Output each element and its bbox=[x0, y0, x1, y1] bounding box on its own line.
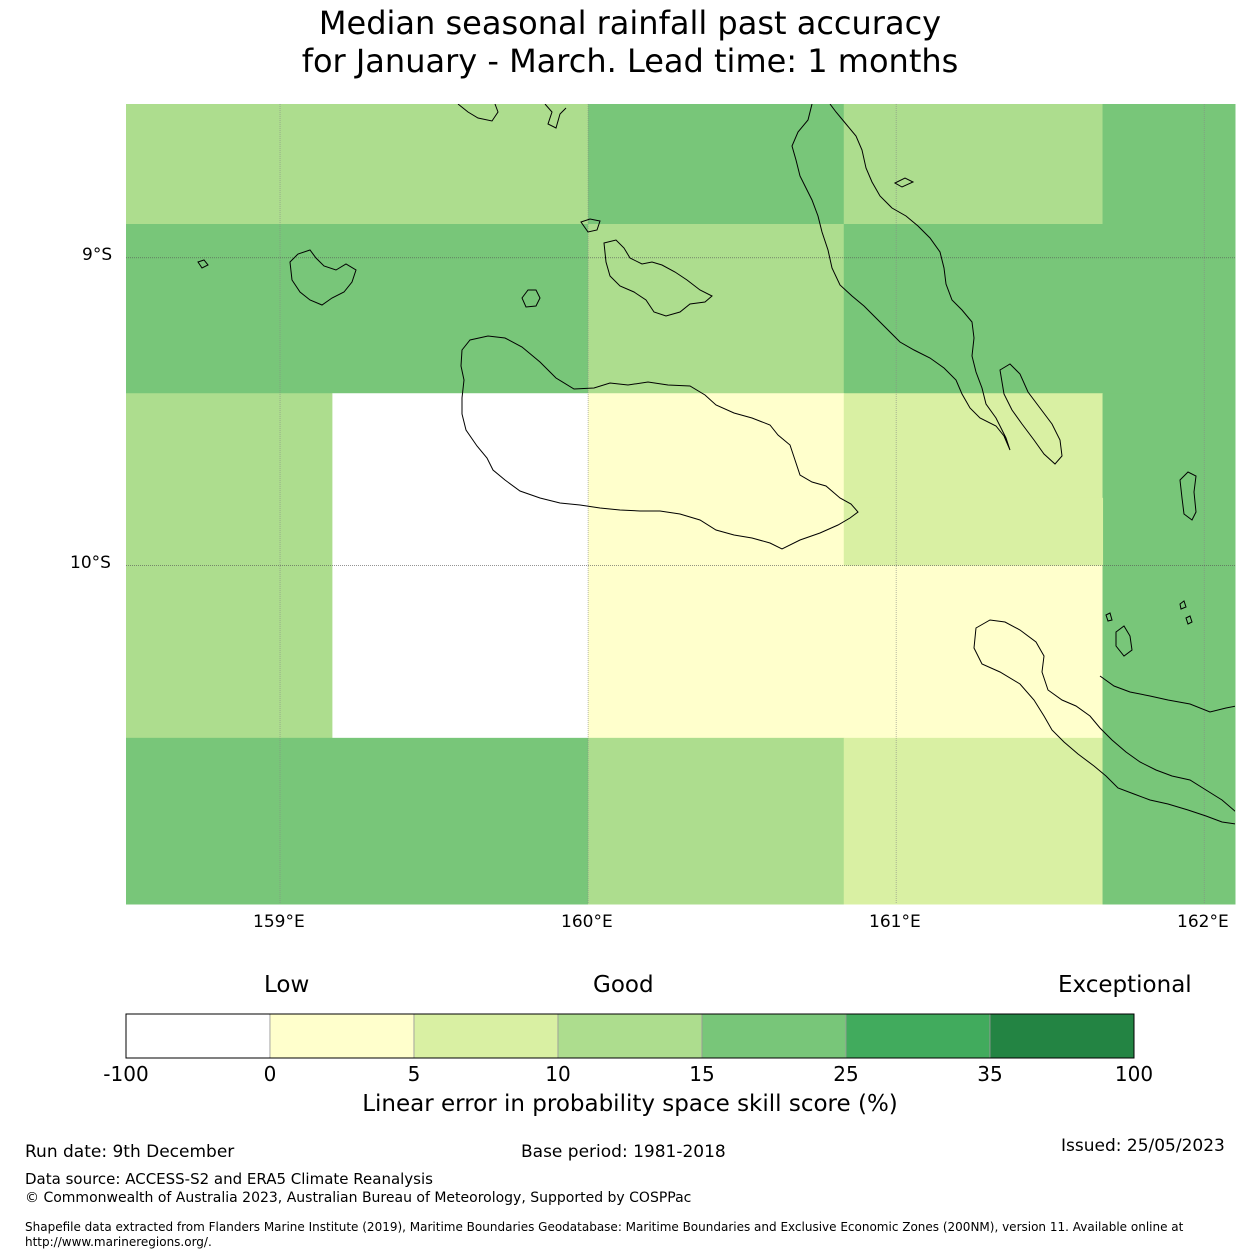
grid-cell bbox=[126, 565, 333, 739]
grid-cell bbox=[1102, 393, 1236, 567]
grid-cell bbox=[588, 393, 845, 567]
issued-date: Issued: 25/05/2023 bbox=[1061, 1136, 1225, 1156]
colorbar-tick: 35 bbox=[977, 1062, 1003, 1086]
coastlines bbox=[197, 104, 1235, 825]
colorbar-segment bbox=[125, 1013, 271, 1059]
grid-cell bbox=[588, 224, 845, 394]
colorbar-segment bbox=[701, 1013, 847, 1059]
colorbar-segment bbox=[413, 1013, 559, 1059]
coastline-russell-islands bbox=[289, 249, 357, 306]
coastline-small-north bbox=[544, 104, 567, 129]
colorbar-tick: 25 bbox=[833, 1062, 859, 1086]
coastline-small-malaita-2 bbox=[999, 363, 1063, 465]
coastline-small-east-4 bbox=[1105, 612, 1113, 622]
grid-cell bbox=[126, 104, 589, 225]
grid-cell bbox=[126, 737, 589, 905]
coastline-ulawa bbox=[1179, 471, 1197, 521]
lat-label-10s: 10°S bbox=[70, 553, 111, 573]
grid-cell bbox=[332, 565, 589, 739]
lon-label-162e: 162°E bbox=[1177, 912, 1229, 932]
colorbar-tick: 5 bbox=[407, 1062, 421, 1086]
grid-cell bbox=[843, 104, 1104, 225]
colorbar-header-good: Good bbox=[593, 972, 654, 998]
base-period: Base period: 1981-2018 bbox=[521, 1142, 726, 1162]
colorbar-tick: 15 bbox=[689, 1062, 715, 1086]
coastline-small-east-2 bbox=[1179, 600, 1187, 610]
grid-cell bbox=[588, 737, 845, 905]
colorbar bbox=[125, 1013, 1135, 1059]
grid-cell bbox=[1102, 737, 1236, 905]
colorbar-header-exceptional: Exceptional bbox=[1058, 972, 1192, 998]
grid-cell bbox=[843, 497, 1104, 567]
grid-cell bbox=[588, 104, 845, 225]
lon-label-160e: 160°E bbox=[561, 912, 613, 932]
title-line-2: for January - March. Lead time: 1 months bbox=[301, 42, 959, 80]
coastline-santa-isabel bbox=[457, 104, 499, 122]
coastline-florida-islands bbox=[603, 239, 713, 317]
colorbar-label: Linear error in probability space skill … bbox=[362, 1091, 898, 1117]
coastline-small-island-1 bbox=[197, 259, 209, 269]
grid-cell bbox=[126, 224, 589, 394]
grid-cell bbox=[843, 224, 1236, 394]
coastline-small-island-2 bbox=[580, 218, 601, 233]
colorbar-tick: 10 bbox=[545, 1062, 571, 1086]
chart-title: Median seasonal rainfall past accuracy f… bbox=[0, 4, 1260, 80]
colorbar-segment bbox=[989, 1013, 1135, 1059]
coastline-savo bbox=[521, 289, 541, 308]
grid-cell bbox=[843, 737, 1104, 905]
coastline-makira-east bbox=[1099, 675, 1235, 713]
coastline-malaita bbox=[791, 104, 1011, 451]
title-line-1: Median seasonal rainfall past accuracy bbox=[318, 4, 942, 42]
shapefile-credit: Shapefile data extracted from Flanders M… bbox=[25, 1220, 1184, 1249]
copyright: © Commonwealth of Australia 2023, Austra… bbox=[25, 1190, 692, 1206]
colorbar-segment bbox=[269, 1013, 415, 1059]
coastline-makira bbox=[973, 619, 1235, 825]
colorbar-header-low: Low bbox=[264, 972, 310, 998]
colorbar-tick: -100 bbox=[103, 1062, 149, 1086]
skill-score-grid bbox=[126, 104, 1236, 905]
lon-label-161e: 161°E bbox=[869, 912, 921, 932]
grid-cell bbox=[126, 393, 333, 567]
lon-label-159e: 159°E bbox=[253, 912, 305, 932]
grid-cell bbox=[1102, 565, 1236, 739]
grid-cell bbox=[332, 393, 589, 567]
coastline-small-east-3 bbox=[1185, 615, 1193, 625]
run-date: Run date: 9th December bbox=[25, 1142, 235, 1162]
colorbar-segment bbox=[845, 1013, 991, 1059]
graticule bbox=[126, 104, 1235, 904]
colorbar-outline bbox=[125, 1013, 1135, 1059]
coastline-small-malaita bbox=[893, 177, 915, 188]
colorbar-segment bbox=[557, 1013, 703, 1059]
lat-label-9s: 9°S bbox=[82, 245, 113, 265]
colorbar-tick: 0 bbox=[263, 1062, 277, 1086]
data-source: Data source: ACCESS-S2 and ERA5 Climate … bbox=[25, 1170, 433, 1188]
coastline-small-east-1 bbox=[1115, 625, 1133, 657]
grid-cell bbox=[1102, 104, 1236, 225]
grid-cell bbox=[588, 565, 1104, 739]
colorbar-tick: 100 bbox=[1114, 1062, 1154, 1086]
coastline-guadalcanal bbox=[460, 335, 859, 550]
grid-cell bbox=[843, 393, 1104, 499]
